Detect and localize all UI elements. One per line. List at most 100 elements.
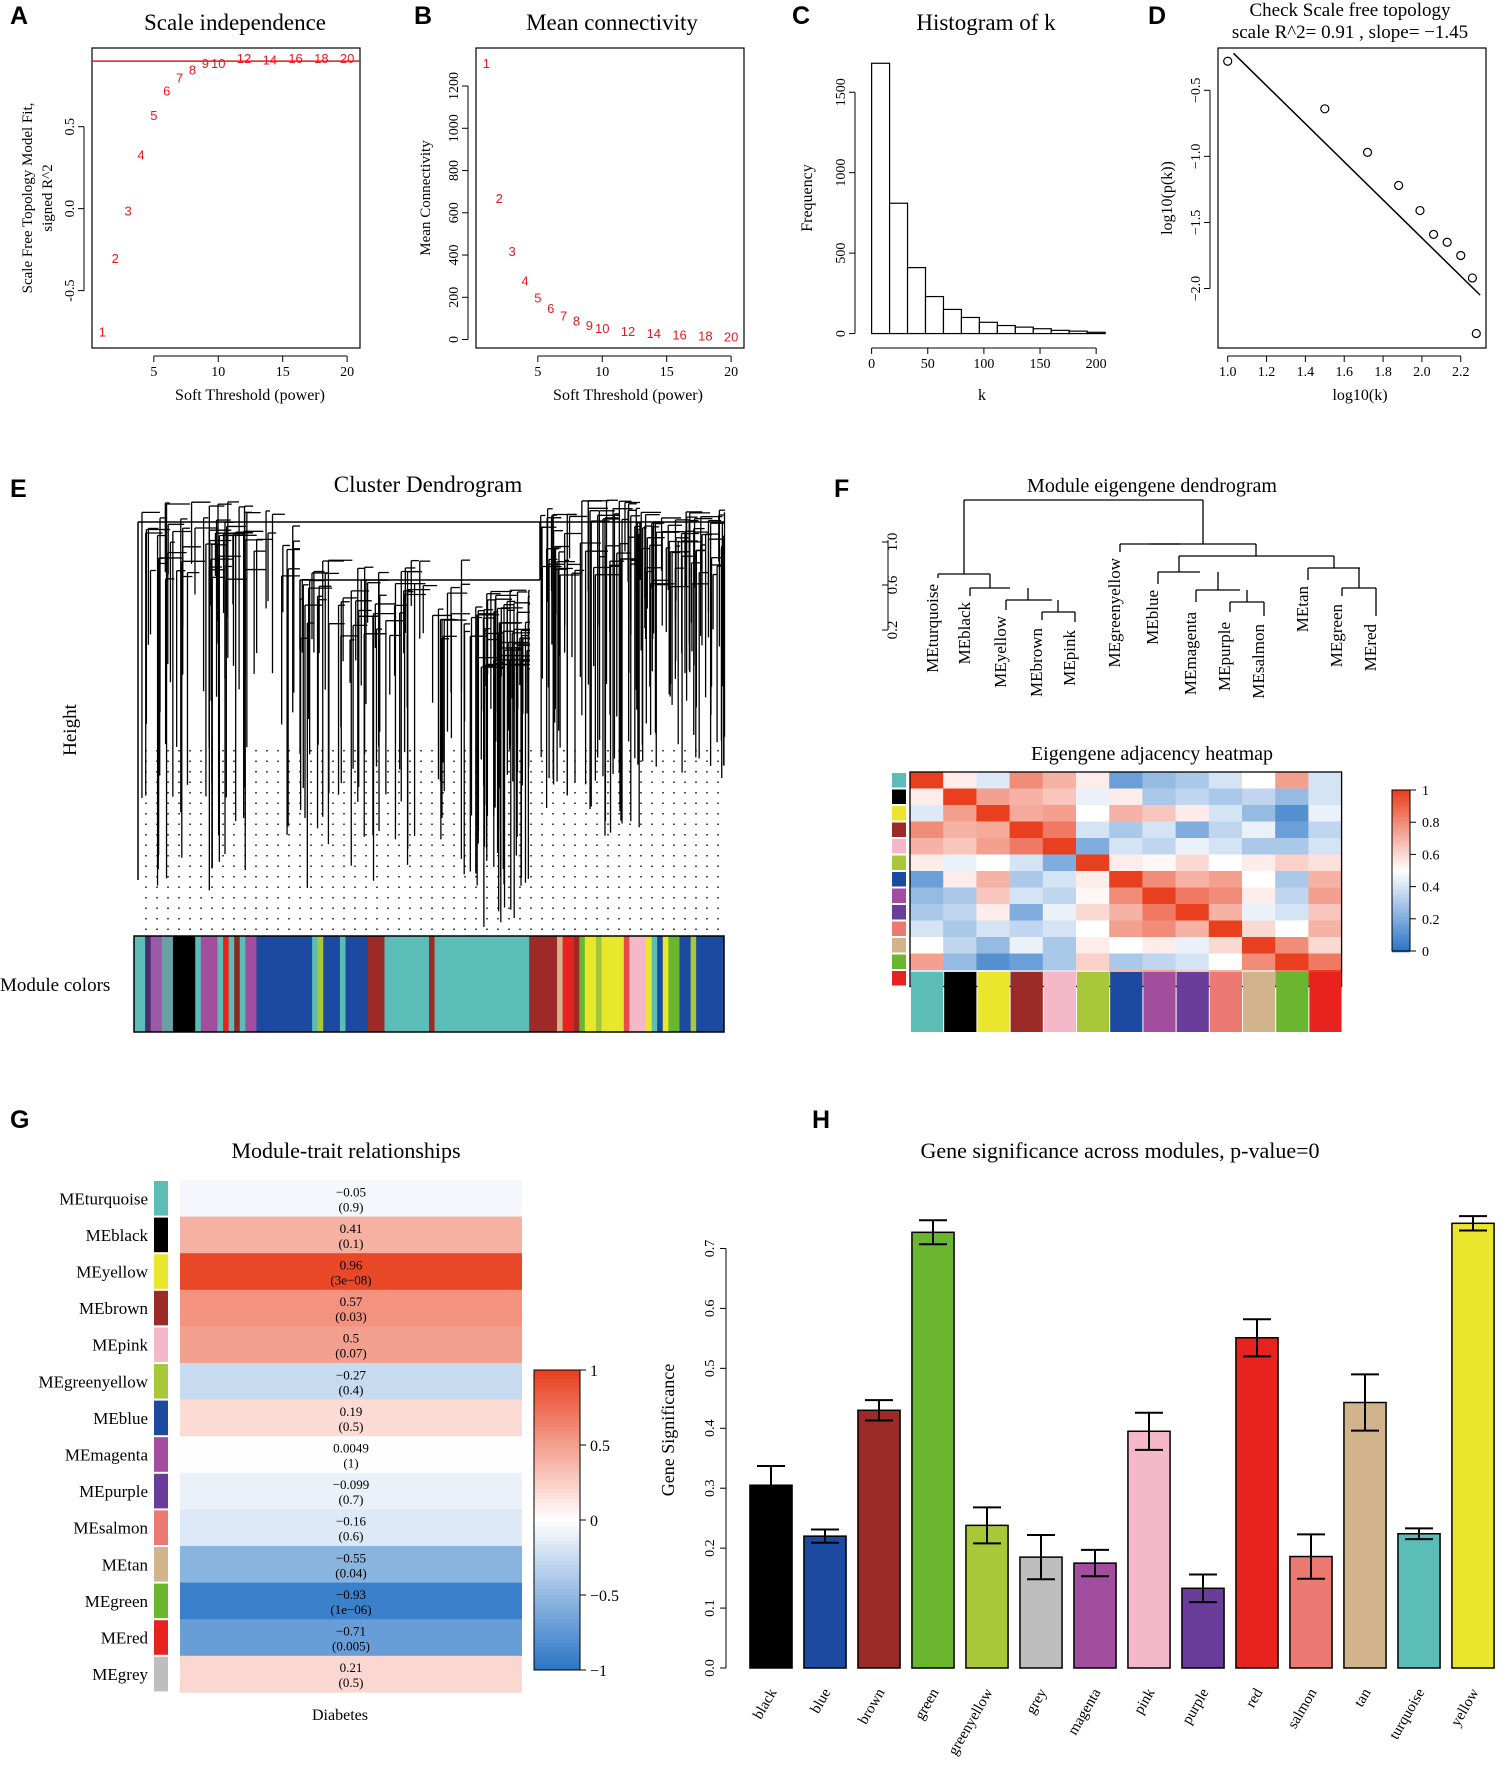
p-value: (0.6) bbox=[339, 1529, 364, 1544]
legend-gradient bbox=[1392, 790, 1410, 793]
heatmap-cell bbox=[1042, 871, 1077, 888]
legend-gradient bbox=[1392, 817, 1410, 820]
module-color-segment bbox=[156, 936, 163, 1032]
x-axis-tick-label: 15 bbox=[276, 365, 290, 380]
heatmap-cell bbox=[976, 854, 1010, 872]
heatmap-cell bbox=[1076, 871, 1110, 888]
p-value: (1) bbox=[343, 1456, 358, 1471]
heatmap-cell bbox=[943, 788, 977, 806]
y-axis-title: Frequency bbox=[799, 164, 816, 232]
legend-gradient bbox=[534, 1385, 580, 1389]
y-axis-tick-label: 0.3 bbox=[703, 1479, 718, 1497]
legend-tick-label: 0.2 bbox=[1422, 913, 1440, 928]
x-axis-tick-label: 15 bbox=[660, 365, 674, 380]
legend-gradient bbox=[534, 1388, 580, 1392]
category-label: black bbox=[750, 1686, 780, 1723]
legend-tick-label: 0 bbox=[1422, 945, 1429, 960]
heatmap-cell bbox=[1208, 821, 1243, 839]
module-color-segment bbox=[256, 936, 313, 1032]
leaf-label: MEbrown bbox=[1027, 628, 1046, 697]
legend-gradient bbox=[534, 1469, 580, 1473]
point-label: 10 bbox=[595, 321, 609, 336]
row-color-chip bbox=[892, 921, 906, 936]
legend-gradient bbox=[534, 1610, 580, 1614]
correlation-value: 0.21 bbox=[340, 1660, 363, 1675]
column-color-bar bbox=[1209, 972, 1242, 1032]
heatmap-cell bbox=[1208, 788, 1243, 806]
heatmap-cell bbox=[1042, 772, 1077, 789]
y-axis-tick-label: 400 bbox=[447, 245, 462, 266]
heatmap-cell bbox=[1076, 854, 1110, 872]
correlation-value: 0.57 bbox=[340, 1294, 363, 1309]
y-axis-tick-label: 1000 bbox=[834, 159, 849, 187]
histogram-bar bbox=[1086, 331, 1106, 335]
module-color-chip bbox=[154, 1327, 168, 1362]
p-value: (0.5) bbox=[339, 1419, 364, 1434]
legend-gradient bbox=[534, 1415, 580, 1419]
y-axis-title-line2: signed R^2 bbox=[40, 164, 56, 231]
heatmap-cell bbox=[943, 838, 977, 855]
legend-gradient bbox=[534, 1580, 580, 1584]
heatmap-cell bbox=[1042, 821, 1077, 839]
heatmap-cell bbox=[1242, 838, 1276, 855]
legend-gradient bbox=[534, 1394, 580, 1398]
legend-gradient bbox=[534, 1460, 580, 1464]
y-axis-tick-label: 1500 bbox=[834, 78, 849, 106]
row-color-chip bbox=[892, 839, 906, 854]
legend-gradient bbox=[1392, 941, 1410, 945]
data-point bbox=[1471, 328, 1481, 339]
y-axis-tick-label: 0 bbox=[447, 336, 462, 343]
legend-gradient bbox=[534, 1577, 580, 1581]
point-label: 18 bbox=[314, 51, 328, 66]
legend-gradient bbox=[534, 1658, 580, 1662]
legend-gradient bbox=[534, 1607, 580, 1611]
legend-gradient bbox=[534, 1583, 580, 1587]
heatmap-cell bbox=[1175, 887, 1210, 905]
panel-label-e: E bbox=[10, 475, 27, 503]
heatmap-cell bbox=[1308, 871, 1342, 888]
x-axis-tick-label: 5 bbox=[150, 365, 157, 380]
leaf-label: MEblack bbox=[955, 602, 974, 665]
chart-title: Module-trait relationships bbox=[231, 1138, 460, 1163]
bar bbox=[749, 1484, 793, 1669]
column-color-bar bbox=[1043, 972, 1076, 1032]
legend-gradient bbox=[534, 1412, 580, 1416]
row-color-chip bbox=[892, 806, 906, 821]
legend-gradient bbox=[1392, 806, 1410, 810]
plot-frame bbox=[1217, 47, 1487, 349]
point-label: 20 bbox=[724, 329, 738, 344]
column-color-bar bbox=[1143, 972, 1176, 1032]
legend-gradient bbox=[534, 1571, 580, 1575]
module-color-chip bbox=[154, 1547, 168, 1582]
point-label: 7 bbox=[560, 308, 567, 323]
legend-gradient bbox=[534, 1427, 580, 1431]
p-value: (1e−06) bbox=[330, 1602, 371, 1617]
heatmap-cell bbox=[1042, 937, 1077, 954]
module-color-segment bbox=[662, 936, 669, 1032]
trait-cell bbox=[180, 1582, 522, 1620]
module-color-segment bbox=[579, 936, 586, 1032]
heatmap-cell bbox=[1142, 788, 1176, 806]
heatmap-cell bbox=[1175, 920, 1210, 938]
legend-gradient bbox=[534, 1373, 580, 1377]
legend-gradient bbox=[534, 1631, 580, 1635]
legend-gradient bbox=[1392, 879, 1410, 883]
module-label: MEpink bbox=[92, 1336, 148, 1355]
heatmap-cell bbox=[910, 821, 944, 839]
module-color-segment bbox=[651, 936, 658, 1032]
legend-gradient bbox=[534, 1502, 580, 1506]
heatmap-cell bbox=[1275, 887, 1309, 905]
legend-tick-label: 1 bbox=[590, 1363, 598, 1380]
module-color-segment bbox=[557, 936, 564, 1032]
heatmap-cell bbox=[1242, 821, 1276, 839]
heatmap-cell bbox=[1042, 953, 1077, 971]
point-label: 16 bbox=[672, 327, 686, 342]
heatmap-cell bbox=[943, 937, 977, 954]
legend-gradient bbox=[534, 1574, 580, 1578]
heatmap-cell bbox=[943, 920, 977, 938]
heatmap-cell bbox=[910, 887, 944, 905]
heatmap-cell bbox=[1175, 871, 1210, 888]
heatmap-cell bbox=[1009, 821, 1044, 839]
